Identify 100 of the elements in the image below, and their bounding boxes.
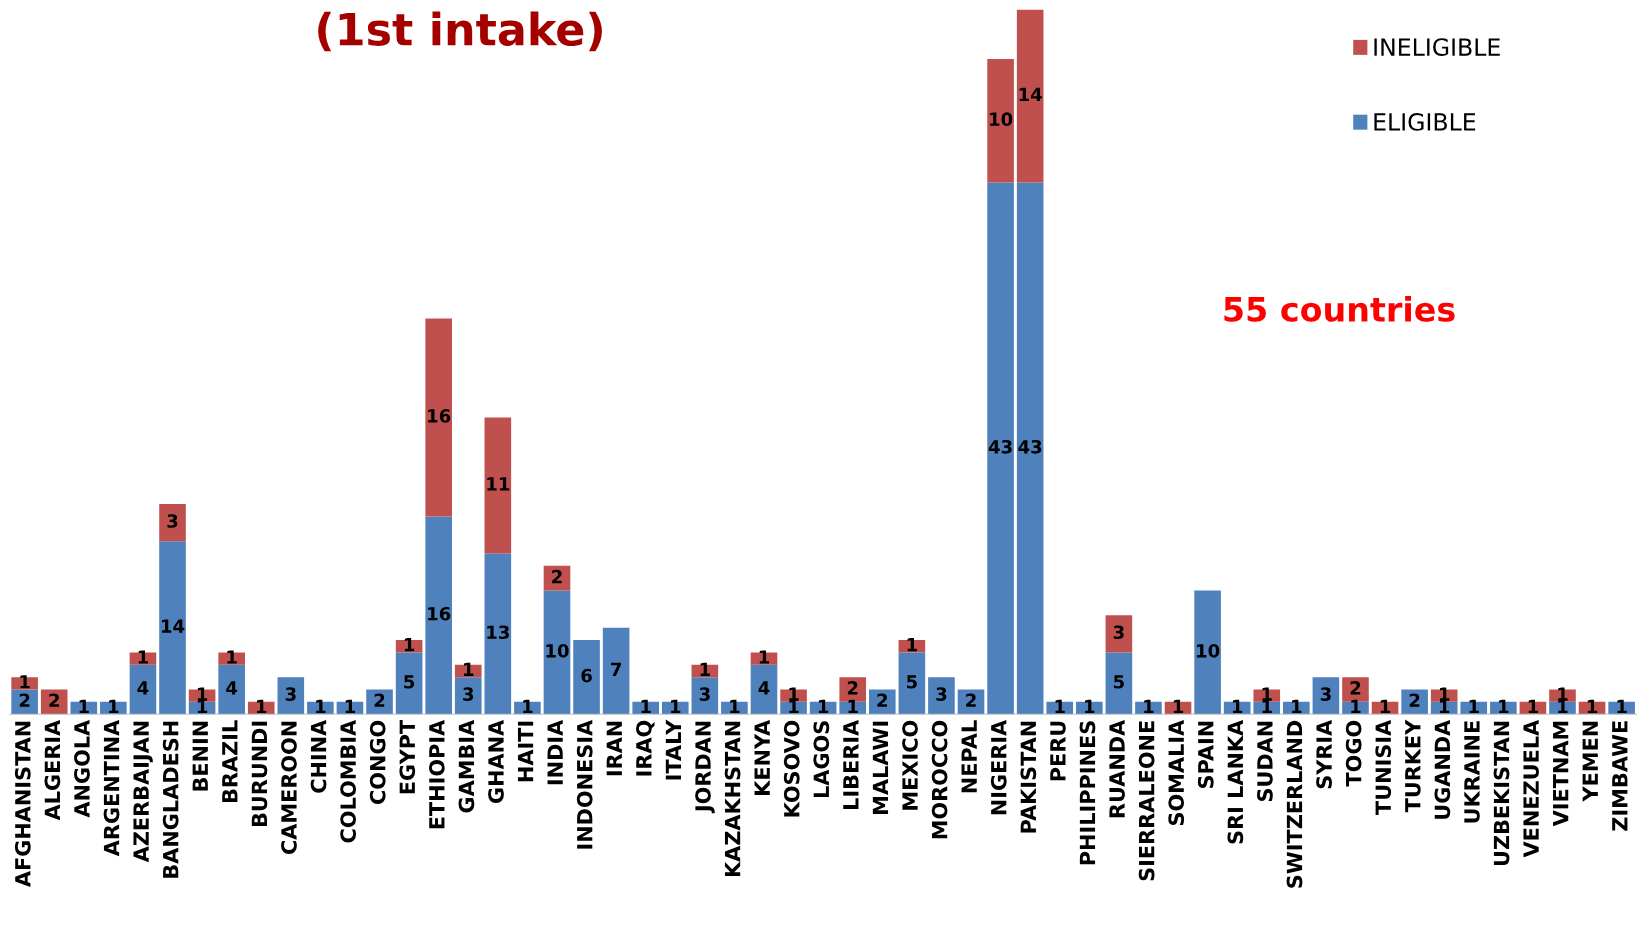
data-label: 1 bbox=[79, 699, 89, 714]
data-label: 13 bbox=[487, 625, 509, 640]
data-label: 2 bbox=[877, 693, 887, 707]
x-tick-label: MOROCCO bbox=[931, 720, 948, 839]
x-tick-label: UZBEKISTAN bbox=[1493, 721, 1510, 866]
x-tick-label: NIGERIA bbox=[990, 719, 1007, 815]
data-label: 1 bbox=[1617, 699, 1627, 714]
bar bbox=[484, 417, 512, 554]
x-tick-label: SYRIA bbox=[1316, 719, 1332, 789]
x-tick-label: PHILIPPINES bbox=[1079, 721, 1096, 865]
x-tick-label: ANGOLA bbox=[74, 719, 90, 818]
x-tick-label: SWITZERLAND bbox=[1286, 720, 1303, 888]
bar bbox=[987, 182, 1014, 715]
data-label: 1 bbox=[109, 699, 119, 714]
data-label: 5 bbox=[1114, 675, 1124, 689]
bar bbox=[395, 652, 423, 715]
x-tick-label: KOSOVO bbox=[783, 720, 800, 817]
data-label: 3 bbox=[1113, 625, 1124, 640]
bar bbox=[602, 627, 630, 715]
data-label: 1 bbox=[138, 650, 148, 664]
data-label: 16 bbox=[428, 606, 451, 621]
data-label: 2 bbox=[374, 693, 385, 707]
data-label: 3 bbox=[285, 687, 296, 701]
bar bbox=[1105, 652, 1133, 715]
x-tick-label: KAZAKHSTAN bbox=[724, 721, 741, 877]
data-label: 1 bbox=[1085, 699, 1095, 714]
x-tick-label: BRAZIL bbox=[222, 720, 238, 803]
x-tick-label: KENYA bbox=[754, 719, 770, 795]
x-tick-label: GHANA bbox=[488, 719, 504, 803]
x-tick-label: UKRAINE bbox=[1464, 721, 1480, 823]
data-label: 1 bbox=[227, 650, 237, 664]
data-label: 1 bbox=[1528, 699, 1538, 714]
data-label: 4 bbox=[137, 681, 149, 695]
data-label: 2 bbox=[1350, 681, 1361, 695]
data-label: 1 bbox=[1262, 687, 1272, 701]
x-tick-label: ARGENTINA bbox=[103, 719, 120, 857]
data-label: 2 bbox=[552, 569, 562, 584]
data-label: 3 bbox=[463, 687, 474, 701]
x-tick-label: SPAIN bbox=[1197, 721, 1214, 788]
bar bbox=[543, 590, 571, 715]
data-label: 11 bbox=[487, 477, 510, 491]
data-label: 1 bbox=[700, 662, 710, 676]
data-label: 2 bbox=[1409, 693, 1420, 707]
x-tick-label: TOGO bbox=[1345, 720, 1362, 787]
x-tick-label: INDIA bbox=[547, 719, 563, 785]
bar bbox=[987, 58, 1014, 183]
data-label: 1 bbox=[1469, 699, 1479, 714]
bar bbox=[129, 664, 157, 715]
x-tick-label: TUNISIA bbox=[1375, 719, 1392, 815]
data-label: 1 bbox=[1558, 699, 1568, 714]
x-tick-label: EGYPT bbox=[399, 719, 416, 794]
data-label: 1 bbox=[1499, 699, 1509, 714]
bar bbox=[928, 677, 955, 715]
x-tick-label: CONGO bbox=[369, 720, 386, 804]
x-tick-label: SIERRALEONE bbox=[1138, 721, 1155, 881]
data-label: 7 bbox=[611, 662, 621, 676]
x-tick-label: ZIMBAWE bbox=[1612, 721, 1628, 831]
legend-label: ELIGIBLE bbox=[1374, 112, 1476, 131]
x-tick-label: INDONESIA bbox=[576, 719, 593, 849]
x-tick-label: CHINA bbox=[310, 719, 327, 793]
x-tick-label: AFGHANISTAN bbox=[14, 721, 31, 888]
x-tick-label: SUDAN bbox=[1257, 721, 1273, 802]
x-tick-label: YEMEN bbox=[1582, 721, 1598, 802]
annotation: 55 countries bbox=[1224, 296, 1455, 322]
bar bbox=[277, 677, 305, 715]
bar bbox=[691, 677, 719, 715]
x-tick-label: BENIN bbox=[192, 721, 208, 791]
x-tick-label: HAITI bbox=[517, 721, 534, 782]
chart-title: (1st intake) bbox=[318, 11, 602, 52]
x-tick-label: CAMEROON bbox=[281, 721, 297, 855]
data-label: 10 bbox=[990, 112, 1013, 126]
data-label: 1 bbox=[759, 650, 770, 664]
data-label: 6 bbox=[581, 668, 592, 683]
x-tick-label: PERU bbox=[1050, 721, 1066, 781]
data-label: 4 bbox=[758, 681, 770, 695]
bar bbox=[898, 652, 926, 715]
x-tick-label: IRAQ bbox=[635, 720, 655, 776]
data-label: 1 bbox=[1262, 699, 1272, 714]
x-tick-label: IRAN bbox=[606, 721, 622, 776]
bar bbox=[159, 504, 186, 542]
x-tick-label: MALAWI bbox=[872, 721, 889, 814]
data-label: 1 bbox=[1292, 699, 1302, 714]
data-label: 2 bbox=[966, 693, 976, 707]
data-label: 3 bbox=[699, 687, 710, 701]
x-tick-label: NEPAL bbox=[961, 720, 977, 793]
bar bbox=[454, 677, 482, 715]
data-label: 10 bbox=[546, 643, 569, 658]
bar bbox=[425, 516, 452, 715]
data-label: 1 bbox=[641, 699, 651, 714]
bar bbox=[1312, 677, 1340, 715]
data-label: 1 bbox=[1144, 699, 1154, 714]
x-tick-label: MEXICO bbox=[902, 720, 918, 810]
data-label: 1 bbox=[1351, 699, 1361, 714]
x-tick-label: SRI LANKA bbox=[1227, 719, 1244, 844]
data-label: 5 bbox=[404, 675, 415, 689]
data-label: 4 bbox=[226, 681, 238, 695]
data-label: 1 bbox=[345, 699, 355, 714]
data-label: 1 bbox=[818, 699, 829, 714]
data-label: 1 bbox=[907, 638, 917, 652]
x-tick-label: PAKISTAN bbox=[1020, 721, 1037, 833]
